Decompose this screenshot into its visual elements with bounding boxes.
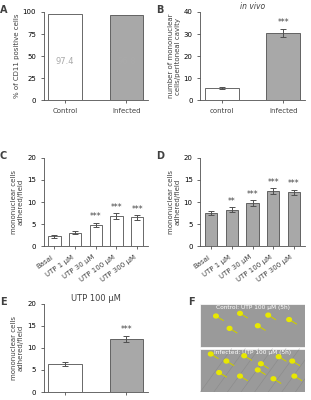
Bar <box>226 210 238 246</box>
Text: C: C <box>0 151 7 161</box>
Text: 97.4: 97.4 <box>56 57 74 66</box>
Text: ***: *** <box>247 190 258 199</box>
Y-axis label: mononuclear cells
adhered/field: mononuclear cells adhered/field <box>11 170 24 234</box>
Y-axis label: mononuclear cells
adhered/field: mononuclear cells adhered/field <box>11 316 24 380</box>
Circle shape <box>238 374 242 378</box>
Text: F: F <box>188 296 194 306</box>
Bar <box>246 203 259 246</box>
Circle shape <box>255 324 260 328</box>
Text: Control: UTP 100 μM (5h): Control: UTP 100 μM (5h) <box>216 305 290 310</box>
Circle shape <box>266 313 271 317</box>
Text: **: ** <box>228 197 236 206</box>
Text: 96.8: 96.8 <box>117 57 136 66</box>
Bar <box>205 213 217 246</box>
Bar <box>205 88 239 100</box>
Circle shape <box>290 359 295 363</box>
Circle shape <box>258 362 263 366</box>
Circle shape <box>208 352 213 356</box>
Bar <box>109 15 143 100</box>
Circle shape <box>292 374 297 378</box>
Text: ***: *** <box>267 178 279 186</box>
Bar <box>69 233 81 246</box>
Circle shape <box>255 368 260 372</box>
Circle shape <box>287 318 291 322</box>
Bar <box>288 192 300 246</box>
Y-axis label: % of CD11 positive cells: % of CD11 positive cells <box>14 14 20 98</box>
Circle shape <box>242 354 247 358</box>
Text: D: D <box>156 151 165 161</box>
Text: ***: *** <box>277 18 289 27</box>
Circle shape <box>238 312 242 315</box>
Text: ***: *** <box>131 205 143 214</box>
Circle shape <box>276 355 281 358</box>
Title: in vivo: in vivo <box>240 2 265 11</box>
Circle shape <box>224 359 229 363</box>
Y-axis label: number of mononuclear
cells/peritoneal cavity: number of mononuclear cells/peritoneal c… <box>168 14 181 98</box>
Bar <box>110 216 123 246</box>
Text: ***: *** <box>111 203 122 212</box>
Text: A: A <box>0 5 7 15</box>
Text: Infected: UTP 100 μM (5h): Infected: UTP 100 μM (5h) <box>214 350 291 355</box>
Text: ***: *** <box>288 179 299 188</box>
Bar <box>109 339 143 392</box>
Bar <box>200 304 305 347</box>
Title: UTP 100 μM: UTP 100 μM <box>71 294 121 303</box>
Circle shape <box>214 314 218 318</box>
Text: ***: *** <box>121 325 132 334</box>
Text: B: B <box>156 5 164 15</box>
Bar <box>266 33 300 100</box>
Circle shape <box>271 377 276 381</box>
Bar <box>131 218 143 246</box>
Text: E: E <box>0 296 6 306</box>
Bar <box>267 191 279 246</box>
Circle shape <box>217 371 221 374</box>
Bar <box>48 236 61 246</box>
Y-axis label: mononuclear cells
adhered/field: mononuclear cells adhered/field <box>168 170 181 234</box>
Bar <box>90 225 102 246</box>
Bar <box>48 364 82 392</box>
Bar <box>200 349 305 392</box>
Circle shape <box>227 326 232 330</box>
Bar <box>48 14 82 100</box>
Text: ***: *** <box>90 212 102 222</box>
